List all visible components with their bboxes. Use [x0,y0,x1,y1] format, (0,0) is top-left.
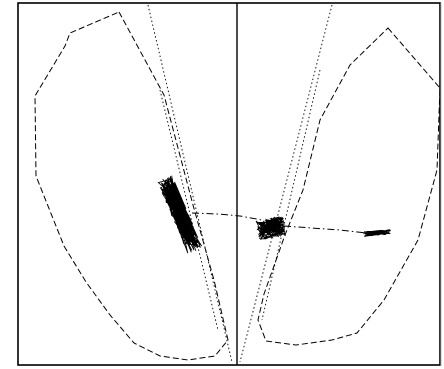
left-guide-line-outer [147,4,233,363]
left-boundary-region [34,11,229,361]
right-guide-line-outer [239,4,333,363]
connector-left-to-center [191,212,263,221]
right-guide-line-inner [261,69,321,321]
frame-border [17,2,441,366]
left-guide-line-inner [159,89,219,331]
center-scatter-cluster [255,216,287,241]
left-cluster-core [163,183,191,225]
right-cluster-trace [362,229,391,237]
right-boundary-region [257,27,441,346]
connector-center-to-right [283,225,367,234]
right-small-cluster [362,229,391,237]
left-scatter-cluster [157,175,203,254]
center-cluster-trace [255,216,287,241]
